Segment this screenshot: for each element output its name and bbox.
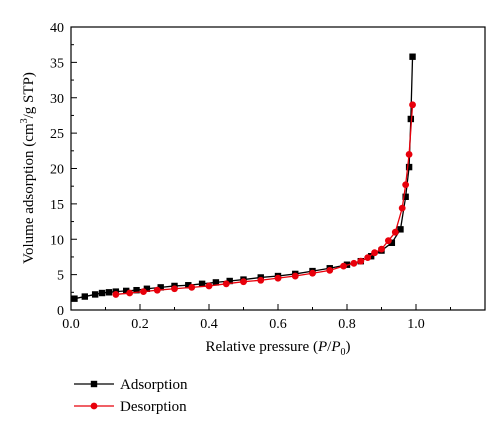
data-point — [309, 269, 316, 277]
y-tick-label: 5 — [57, 269, 64, 284]
data-point — [212, 279, 220, 286]
y-tick-label: 15 — [50, 198, 64, 213]
data-point — [340, 262, 347, 270]
data-point — [98, 289, 106, 297]
y-tick-label: 30 — [50, 92, 64, 107]
x-tick-label: 1.0 — [407, 317, 425, 332]
x-tick-label: 0.6 — [269, 317, 287, 332]
data-point — [133, 286, 140, 294]
legend-label: Adsorption — [120, 377, 188, 393]
data-point — [291, 272, 299, 280]
data-point — [407, 115, 415, 123]
legend-item-adsorption: Adsorption — [74, 377, 188, 393]
data-point — [222, 280, 230, 288]
data-point — [91, 291, 99, 298]
series-adsorption — [71, 53, 416, 302]
data-point — [188, 283, 196, 291]
x-tick-label: 0.4 — [200, 317, 218, 332]
y-tick-label: 10 — [50, 233, 64, 248]
plot-border — [70, 26, 486, 311]
data-point — [385, 237, 392, 245]
data-point — [81, 293, 88, 300]
x-tick-label: 0.8 — [338, 317, 356, 332]
data-point — [364, 254, 372, 262]
data-point — [350, 259, 358, 267]
data-point — [405, 150, 413, 158]
data-point — [185, 282, 192, 289]
series-line-desorption — [115, 104, 414, 296]
data-point — [105, 289, 113, 296]
data-point — [405, 163, 413, 171]
x-axis-label: Relative pressure (P/P0) — [206, 339, 351, 358]
y-tick-label: 35 — [50, 56, 64, 71]
data-point — [112, 291, 120, 298]
data-point — [157, 284, 164, 291]
data-point — [143, 285, 151, 292]
data-point — [274, 274, 282, 282]
data-point — [371, 249, 378, 257]
data-point — [409, 53, 416, 60]
x-axis: 0.0 0.2 0.4 0.6 0.8 1.0 — [62, 304, 451, 332]
data-point — [402, 193, 409, 200]
data-point — [398, 204, 406, 212]
data-point — [391, 228, 399, 236]
x-tick-label: 0.0 — [62, 317, 80, 332]
series-desorption — [112, 101, 416, 298]
legend-marker — [90, 380, 98, 388]
data-point — [357, 257, 365, 265]
series-layer — [71, 53, 416, 302]
y-axis-label: Volume adsorption (cm3/g STP) — [19, 72, 37, 264]
data-point — [402, 181, 410, 189]
data-point — [240, 278, 247, 286]
legend-marker — [90, 402, 98, 410]
legend: Adsorption Desorption — [74, 377, 188, 415]
data-point — [126, 289, 134, 297]
plot-area — [70, 26, 486, 311]
data-point — [205, 282, 213, 290]
data-point — [71, 295, 78, 302]
data-point — [198, 280, 206, 288]
x-tick-label: 0.2 — [131, 317, 149, 332]
data-point — [171, 285, 178, 293]
data-point — [153, 286, 161, 294]
y-tick-label: 40 — [50, 21, 64, 36]
data-point — [388, 239, 396, 246]
data-point — [226, 277, 233, 285]
legend-label: Desorption — [120, 399, 187, 415]
data-point — [257, 276, 265, 284]
legend-item-desorption: Desorption — [74, 399, 187, 415]
y-axis: 0 5 10 15 20 25 30 35 40 — [50, 21, 77, 319]
data-point — [123, 287, 130, 295]
y-tick-label: 0 — [57, 304, 64, 319]
data-point — [140, 288, 147, 296]
data-point — [378, 245, 385, 253]
y-tick-label: 20 — [50, 163, 64, 178]
y-tick-label: 25 — [50, 127, 64, 142]
data-point — [367, 253, 375, 260]
data-point — [326, 266, 334, 274]
data-point — [397, 226, 404, 233]
data-point — [409, 101, 416, 109]
